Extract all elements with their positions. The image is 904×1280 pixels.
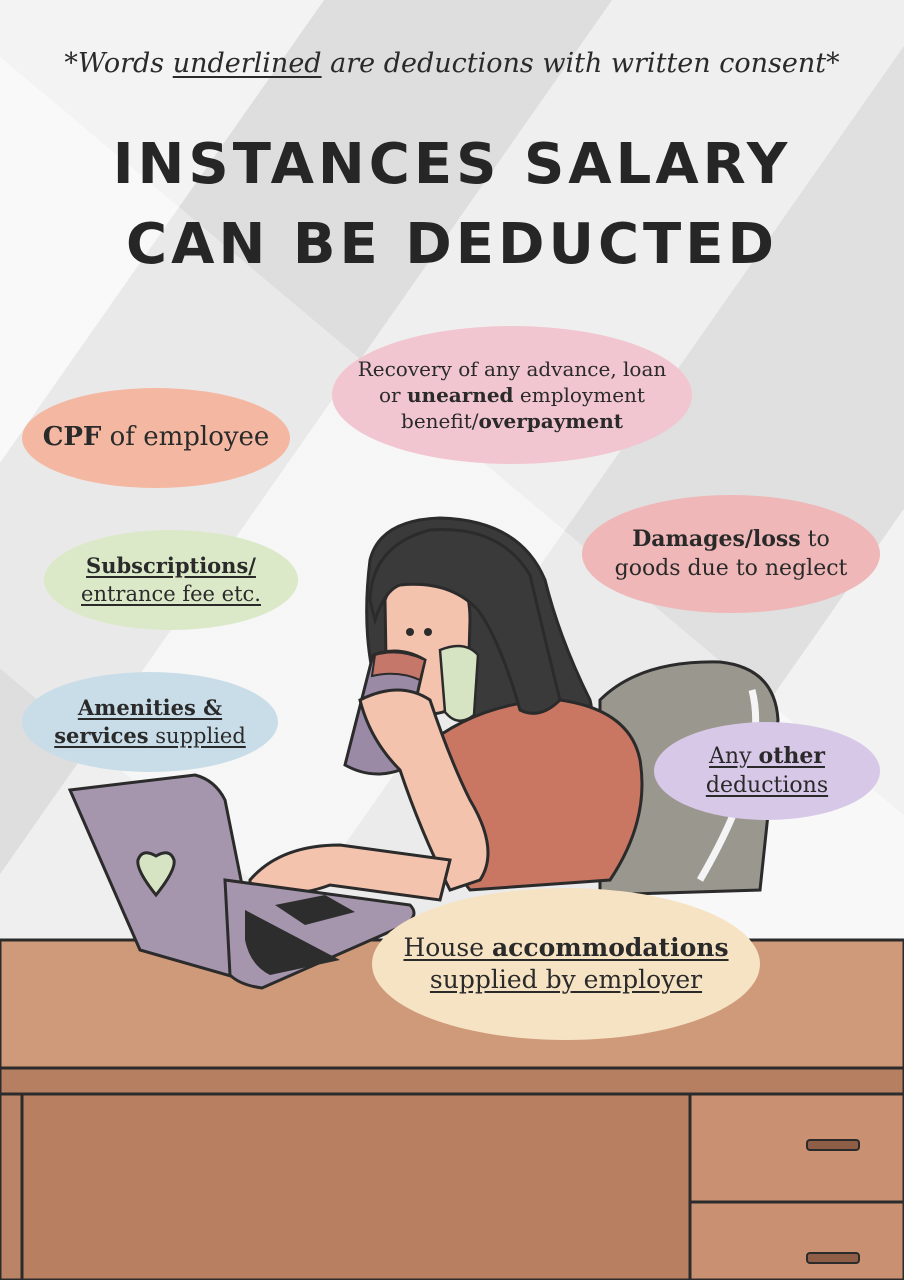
bubble-amenities: Amenities & services supplied <box>22 672 278 772</box>
consent-note: *Words underlined are deductions with wr… <box>64 48 840 79</box>
page-title-line-1: INSTANCES SALARY <box>112 132 792 197</box>
underlined-word: underlined <box>172 48 322 79</box>
heart-icon <box>136 851 176 898</box>
bubble-subscriptions: Subscriptions/ entrance fee etc. <box>44 530 298 630</box>
bubble-house: House accommodations supplied by employe… <box>372 888 760 1040</box>
bubble-other: Any other deductions <box>654 722 880 820</box>
bubble-recovery: Recovery of any advance, loan or unearne… <box>332 326 692 464</box>
bubble-cpf: CPF of employee <box>22 388 290 488</box>
bubble-damages: Damages/loss to goods due to neglect <box>582 495 880 613</box>
page-title-line-2: CAN BE DEDUCTED <box>126 212 778 277</box>
